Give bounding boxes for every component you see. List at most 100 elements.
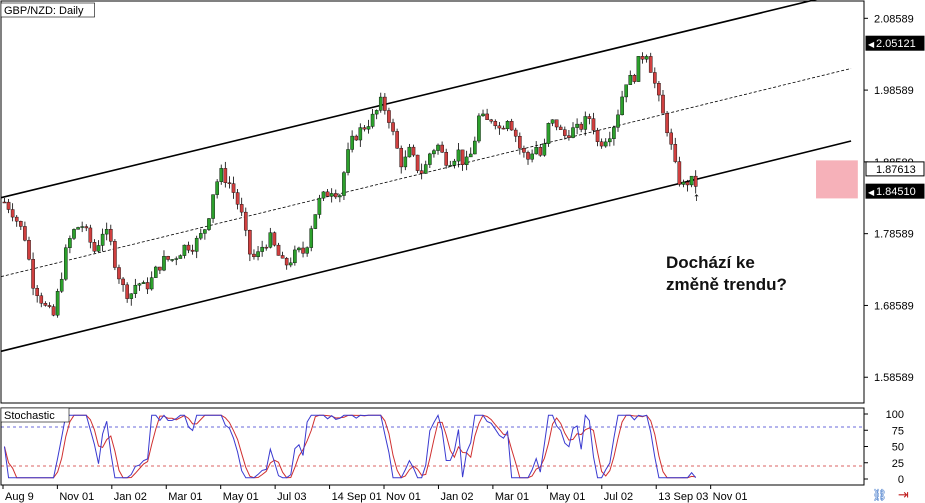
candle-body xyxy=(280,255,285,259)
candle-body xyxy=(468,153,473,158)
trend-change-annotation: Dochází ke změně trendu? xyxy=(666,253,787,294)
candlestick-series: ↑ xyxy=(2,52,700,318)
stochastic-panel xyxy=(1,413,864,479)
candle-body xyxy=(567,135,571,138)
candle-body xyxy=(293,249,297,264)
candle-body xyxy=(203,229,207,234)
x-tick-label: 14 Sep 01 xyxy=(332,491,382,503)
candle-body xyxy=(133,284,138,294)
candle-body xyxy=(248,230,252,255)
candle-body xyxy=(648,56,653,73)
candle-body xyxy=(473,140,477,155)
candle-body xyxy=(350,135,354,150)
x-tick-label: Mar 01 xyxy=(495,491,529,503)
candle-body xyxy=(329,193,334,197)
candle-body xyxy=(673,144,678,162)
exit-arrow-icon[interactable]: ⇥ xyxy=(898,488,909,503)
candle-body xyxy=(583,116,588,130)
candle-body xyxy=(342,172,346,196)
candle-body xyxy=(23,226,27,241)
candle-body xyxy=(207,218,211,230)
candle-body xyxy=(395,131,399,149)
candle-body xyxy=(272,232,277,246)
candle-body xyxy=(31,259,35,289)
channel-upper-line xyxy=(0,0,818,199)
x-tick-label: Jan 02 xyxy=(440,491,473,503)
stoch-y-tick-label: 0 xyxy=(898,474,904,486)
x-tick-label: Aug 9 xyxy=(5,491,34,503)
candle-body xyxy=(223,168,228,183)
candle-body xyxy=(497,125,502,129)
candle-body xyxy=(325,191,330,197)
candle-body xyxy=(571,127,575,138)
candle-body xyxy=(268,232,273,248)
candle-body xyxy=(383,96,387,111)
candle-body xyxy=(513,129,518,137)
price-plot-frame xyxy=(0,0,865,404)
y-tick-label: 1.68589 xyxy=(874,300,914,312)
candle-body xyxy=(113,241,117,268)
y-axis-labels: 2.085891.985891.885891.785891.685891.585… xyxy=(864,13,925,486)
chart-title-box xyxy=(0,2,95,18)
candle-body xyxy=(501,127,506,130)
stochastic-title-box xyxy=(0,407,70,423)
candle-body xyxy=(10,209,15,218)
stoch-y-tick-label: 75 xyxy=(892,425,904,437)
candle-body xyxy=(301,247,305,254)
candle-body xyxy=(51,306,56,316)
candle-body xyxy=(407,146,412,158)
candle-body xyxy=(158,266,162,271)
y-tick-label: 2.08589 xyxy=(874,13,914,25)
candle-body xyxy=(522,147,526,153)
candle-body xyxy=(129,293,134,299)
candle-body xyxy=(636,56,641,82)
highlight-box xyxy=(816,160,858,199)
candle-body xyxy=(76,227,80,230)
candle-body xyxy=(505,121,510,130)
price-tag xyxy=(865,161,925,177)
candle-body xyxy=(166,256,170,260)
candle-body xyxy=(509,121,514,131)
candle-body xyxy=(174,258,179,260)
candle-body xyxy=(178,255,183,259)
x-tick-label: Jul 03 xyxy=(277,491,306,503)
candle-body xyxy=(493,121,498,127)
candle-body xyxy=(640,56,645,60)
candle-body xyxy=(628,74,633,85)
link-icon[interactable]: ⛓ xyxy=(872,488,887,502)
candle-body xyxy=(2,201,7,204)
candle-body xyxy=(595,130,600,142)
candle-body xyxy=(145,282,150,290)
candle-body xyxy=(321,191,326,199)
candle-body xyxy=(80,226,84,228)
price-tag-label: 2.05121 xyxy=(876,38,916,50)
candle-body xyxy=(243,211,248,231)
candle-body xyxy=(198,233,203,239)
candle-body xyxy=(215,181,219,195)
candle-body xyxy=(665,113,669,134)
candle-body xyxy=(96,245,101,252)
candle-body xyxy=(137,283,142,286)
candle-body xyxy=(616,114,620,128)
candle-body xyxy=(378,96,383,111)
candle-body xyxy=(227,182,232,184)
candle-body xyxy=(591,118,596,131)
price-tag-label: 1.84510 xyxy=(876,186,916,198)
candle-body xyxy=(456,149,461,162)
candle-body xyxy=(182,244,187,256)
candle-body xyxy=(35,288,39,296)
candle-body xyxy=(452,160,457,166)
candle-body xyxy=(362,127,367,130)
candle-body xyxy=(579,123,583,130)
candle-body xyxy=(59,278,64,292)
candle-body xyxy=(370,113,375,127)
candle-body xyxy=(358,127,363,141)
candle-body xyxy=(235,192,240,205)
candle-body xyxy=(317,197,322,215)
candle-body xyxy=(444,152,449,166)
candle-body xyxy=(538,147,543,156)
candle-body xyxy=(64,247,68,280)
candle-body xyxy=(141,282,146,284)
candle-body xyxy=(693,175,698,187)
stoch-y-tick-label: 100 xyxy=(886,409,904,421)
